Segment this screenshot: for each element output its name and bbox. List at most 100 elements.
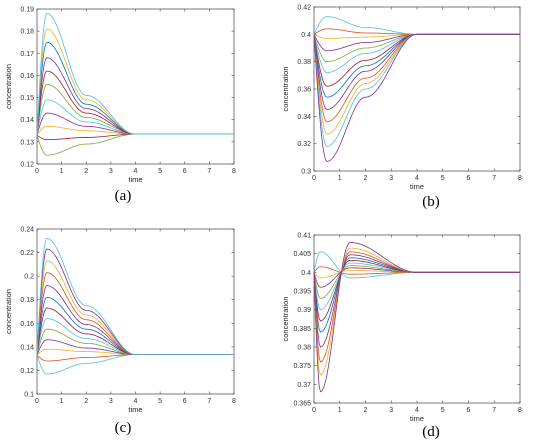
y-tick-label: 0.375 bbox=[293, 363, 311, 370]
x-tick-label: 8 bbox=[232, 168, 236, 175]
x-tick-label: 2 bbox=[364, 175, 368, 182]
y-tick-label: 0.12 bbox=[20, 162, 34, 169]
x-tick-label: 5 bbox=[158, 168, 162, 175]
series-line-6 bbox=[313, 33, 520, 74]
x-tick-label: 0 bbox=[312, 407, 316, 414]
series-line-12 bbox=[313, 242, 520, 393]
panel-caption: (d) bbox=[422, 424, 440, 440]
series-line-11 bbox=[313, 247, 520, 376]
x-tick-label: 4 bbox=[134, 398, 138, 405]
series-line-11 bbox=[36, 12, 234, 136]
series-line-11 bbox=[36, 260, 234, 356]
y-tick-label: 0.4 bbox=[301, 32, 311, 39]
x-tick-label: 8 bbox=[232, 398, 236, 405]
x-tick-label: 0 bbox=[312, 175, 316, 182]
chart-d: 0 1 2 3 4 5 6 7 8 0.365 0.37 0.375 0.38 0.385 0.39 0.39… bbox=[281, 233, 522, 441]
y-tick-label: 0.14 bbox=[20, 344, 34, 351]
x-tick-label: 3 bbox=[109, 398, 113, 405]
panel-caption: (a) bbox=[115, 188, 132, 204]
x-tick-label: 4 bbox=[415, 407, 419, 414]
y-tick-label: 0.365 bbox=[293, 401, 311, 408]
axes-box bbox=[36, 8, 235, 165]
y-tick-label: 0.38 bbox=[297, 59, 311, 66]
y-tick-label: 0.18 bbox=[20, 29, 34, 36]
series-line-5 bbox=[36, 328, 234, 356]
x-tick-label: 4 bbox=[415, 175, 419, 182]
x-tick-label: 5 bbox=[441, 175, 445, 182]
series-line-9 bbox=[313, 254, 520, 348]
x-tick-label: 0 bbox=[35, 398, 39, 405]
x-tick-label: 3 bbox=[389, 175, 393, 182]
y-axis-label: concentration bbox=[4, 64, 13, 109]
x-tick-label: 6 bbox=[467, 407, 471, 414]
y-tick-label: 0.41 bbox=[297, 233, 311, 240]
x-tick-label: 7 bbox=[492, 175, 496, 182]
y-tick-label: 0.32 bbox=[297, 141, 311, 148]
series-line-2 bbox=[313, 28, 520, 35]
series-line-8 bbox=[313, 33, 520, 98]
series-line-8 bbox=[36, 57, 234, 136]
series-line-3 bbox=[313, 270, 520, 279]
series-line-8 bbox=[36, 296, 234, 356]
x-tick-label: 1 bbox=[338, 407, 342, 414]
series-line-5 bbox=[36, 99, 234, 136]
x-axis-label: time bbox=[410, 182, 424, 191]
chart-b: 0 1 2 3 4 5 6 7 8 0.3 0.32 0.34 0.36 0.38 0.4 0.42 time c… bbox=[281, 5, 522, 211]
chart-a: 0 1 2 3 4 5 6 7 8 0.12 0.13 0.14 0.15 0.16 0.17 0.18 0.1… bbox=[4, 7, 236, 205]
series-line-12 bbox=[36, 248, 234, 356]
y-tick-label: 0.13 bbox=[20, 139, 34, 146]
series-line-13 bbox=[36, 237, 234, 356]
series-line-7 bbox=[313, 33, 520, 87]
x-tick-label: 6 bbox=[183, 398, 187, 405]
x-tick-label: 1 bbox=[60, 168, 64, 175]
axes-box bbox=[36, 228, 235, 395]
y-tick-label: 0.38 bbox=[297, 345, 311, 352]
y-tick-label: 0.39 bbox=[297, 307, 311, 314]
x-tick-label: 1 bbox=[60, 398, 64, 405]
y-tick-label: 0.405 bbox=[293, 251, 311, 258]
y-tick-label: 0.16 bbox=[20, 73, 34, 80]
x-tick-label: 2 bbox=[84, 168, 88, 175]
panel-caption: (c) bbox=[115, 420, 132, 436]
series-line-5 bbox=[313, 33, 520, 63]
y-axis-label: concentration bbox=[4, 289, 13, 334]
x-tick-label: 7 bbox=[492, 407, 496, 414]
y-tick-label: 0.2 bbox=[24, 274, 34, 281]
y-tick-label: 0.17 bbox=[20, 51, 34, 58]
series-line-9 bbox=[36, 41, 234, 136]
y-tick-label: 0.36 bbox=[297, 87, 311, 94]
x-tick-label: 5 bbox=[441, 407, 445, 414]
y-tick-label: 0.16 bbox=[20, 321, 34, 328]
x-tick-label: 2 bbox=[364, 407, 368, 414]
chart-c: 0 1 2 3 4 5 6 7 8 0.1 0.12 0.14 0.16 0.18 0.2 0.22 0.24 t… bbox=[4, 227, 236, 437]
x-axis-label: time bbox=[128, 175, 142, 184]
x-tick-label: 5 bbox=[158, 398, 162, 405]
x-tick-label: 3 bbox=[109, 168, 113, 175]
y-tick-label: 0.385 bbox=[293, 326, 311, 333]
series-line-7 bbox=[36, 70, 234, 136]
series-line-4 bbox=[36, 339, 234, 356]
x-tick-label: 3 bbox=[389, 407, 393, 414]
series-line-1 bbox=[36, 354, 234, 375]
y-tick-label: 0.1 bbox=[24, 392, 34, 399]
series-line-3 bbox=[313, 33, 520, 39]
x-axis-label: time bbox=[410, 414, 424, 423]
x-tick-label: 8 bbox=[518, 407, 522, 414]
x-axis-label: time bbox=[128, 405, 142, 414]
y-tick-label: 0.12 bbox=[20, 368, 34, 375]
y-axis-label: concentration bbox=[281, 66, 290, 111]
y-tick-label: 0.37 bbox=[297, 382, 311, 389]
y-tick-label: 0.395 bbox=[293, 289, 311, 296]
x-tick-label: 0 bbox=[35, 168, 39, 175]
series-line-5 bbox=[313, 265, 520, 299]
panel-caption: (b) bbox=[422, 194, 440, 210]
y-tick-label: 0.19 bbox=[20, 7, 34, 14]
series-line-6 bbox=[313, 262, 520, 311]
x-tick-label: 7 bbox=[207, 168, 211, 175]
y-axis-label: concentration bbox=[281, 296, 290, 341]
series-line-1 bbox=[313, 16, 520, 35]
y-tick-label: 0.24 bbox=[20, 227, 34, 234]
series-line-4 bbox=[36, 112, 234, 136]
x-tick-label: 2 bbox=[84, 398, 88, 405]
